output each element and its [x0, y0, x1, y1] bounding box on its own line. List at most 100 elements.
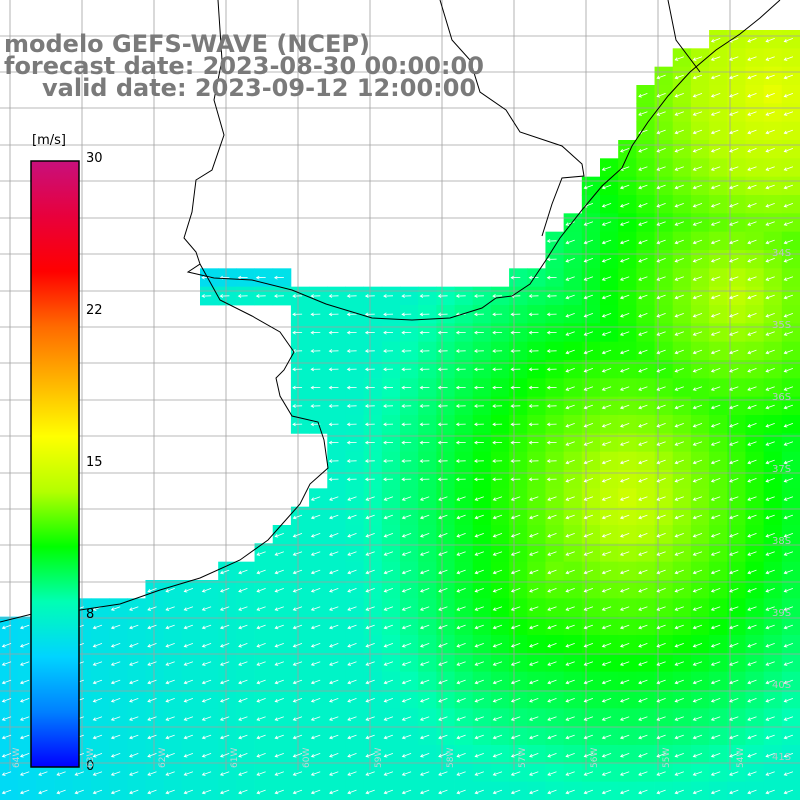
wind-arrowhead — [765, 588, 770, 593]
wind-arrow — [384, 606, 394, 611]
wind-arrowhead — [310, 625, 315, 630]
wind-arrowhead — [783, 112, 788, 116]
wind-arrow — [420, 643, 430, 647]
wind-arrow — [747, 349, 757, 354]
wind-arrowhead — [674, 368, 679, 373]
wind-arrowhead — [619, 772, 624, 776]
wind-arrow — [584, 514, 594, 519]
wind-arrow — [602, 441, 612, 446]
wind-arrow — [729, 258, 739, 262]
wind-arrowhead — [565, 295, 570, 300]
wind-arrow — [293, 643, 303, 647]
wind-arrow — [747, 56, 757, 61]
wind-arrowhead — [238, 772, 242, 776]
wind-arrowhead — [292, 404, 296, 408]
wind-arrowhead — [747, 497, 751, 501]
wind-arrowhead — [383, 698, 388, 703]
wind-arrow — [602, 661, 612, 666]
wind-arrowhead — [419, 330, 424, 335]
colorbar-tick-0: 0 — [86, 759, 95, 774]
wind-arrow — [384, 496, 394, 501]
wind-arrowhead — [238, 625, 242, 630]
wind-arrowhead — [346, 349, 351, 353]
wind-arrowhead — [765, 258, 770, 263]
wind-arrow — [729, 349, 739, 354]
wind-arrowhead — [619, 148, 624, 153]
wind-arrow — [675, 386, 684, 391]
wind-arrowhead — [256, 643, 261, 648]
wind-arrow — [711, 331, 721, 336]
wind-arrowhead — [638, 167, 642, 171]
wind-arrowhead — [165, 698, 170, 703]
wind-arrowhead — [710, 350, 715, 355]
wind-arrowhead — [656, 258, 661, 263]
wind-arrowhead — [292, 367, 296, 372]
wind-arrow — [747, 221, 757, 226]
wind-arrowhead — [74, 772, 79, 776]
wind-arrowhead — [529, 753, 533, 758]
wind-arrow — [620, 771, 630, 776]
wind-arrowhead — [455, 477, 460, 482]
wind-arrowhead — [619, 735, 624, 740]
wind-arrow — [565, 459, 575, 464]
wind-arrow — [693, 93, 703, 97]
wind-arrow — [511, 716, 521, 721]
wind-arrow — [693, 294, 703, 299]
wind-arrowhead — [565, 350, 570, 355]
wind-arrow — [547, 569, 557, 574]
wind-arrowhead — [147, 625, 151, 630]
wind-arrow — [165, 661, 175, 666]
wind-arrow — [729, 368, 739, 372]
wind-arrow — [765, 258, 775, 262]
wind-arrow — [184, 698, 194, 702]
wind-arrowhead — [583, 185, 588, 190]
wind-arrowhead — [129, 607, 133, 611]
wind-arrow — [656, 459, 666, 464]
wind-arrowhead — [729, 460, 733, 465]
wind-arrow — [711, 74, 721, 79]
wind-arrowhead — [765, 167, 770, 171]
wind-arrow — [638, 551, 648, 556]
wind-arrow — [384, 698, 394, 702]
wind-arrowhead — [656, 222, 661, 226]
wind-arrow — [329, 569, 339, 574]
wind-arrowhead — [238, 680, 242, 685]
wind-arrowhead — [729, 112, 733, 116]
wind-arrowhead — [510, 533, 515, 538]
wind-arrowhead — [456, 588, 461, 593]
wind-arrowhead — [747, 442, 751, 446]
wind-arrowhead — [492, 790, 497, 795]
wind-arrow — [329, 679, 339, 684]
wind-arrowhead — [546, 477, 551, 482]
wind-arrowhead — [783, 240, 788, 245]
wind-arrow — [311, 496, 321, 501]
wind-arrowhead — [747, 753, 751, 758]
wind-arrowhead — [783, 57, 788, 61]
wind-arrowhead — [329, 643, 333, 648]
wind-arrowhead — [419, 533, 424, 538]
latitude-label: 37S — [772, 464, 792, 475]
wind-arrow — [529, 734, 539, 739]
wind-arrow — [620, 294, 630, 299]
wind-arrowhead — [583, 497, 588, 501]
wind-arrow — [493, 643, 503, 647]
wind-arrow — [765, 661, 775, 666]
wind-arrowhead — [619, 313, 624, 318]
wind-arrowhead — [747, 93, 751, 98]
wind-arrow — [693, 276, 703, 281]
wind-arrowhead — [619, 460, 624, 465]
wind-arrow — [329, 551, 339, 556]
wind-arrow — [347, 753, 357, 757]
wind-arrowhead — [383, 367, 387, 372]
wind-arrowhead — [583, 258, 588, 263]
wind-arrowhead — [147, 662, 151, 666]
wind-arrowhead — [456, 717, 461, 721]
wind-arrow — [584, 478, 594, 482]
wind-arrow — [256, 771, 266, 776]
wind-arrowhead — [274, 625, 279, 630]
wind-arrowhead — [692, 717, 697, 721]
wind-arrowhead — [129, 662, 133, 666]
wind-arrowhead — [710, 405, 715, 410]
wind-arrow — [765, 716, 775, 721]
wind-arrowhead — [438, 552, 442, 556]
